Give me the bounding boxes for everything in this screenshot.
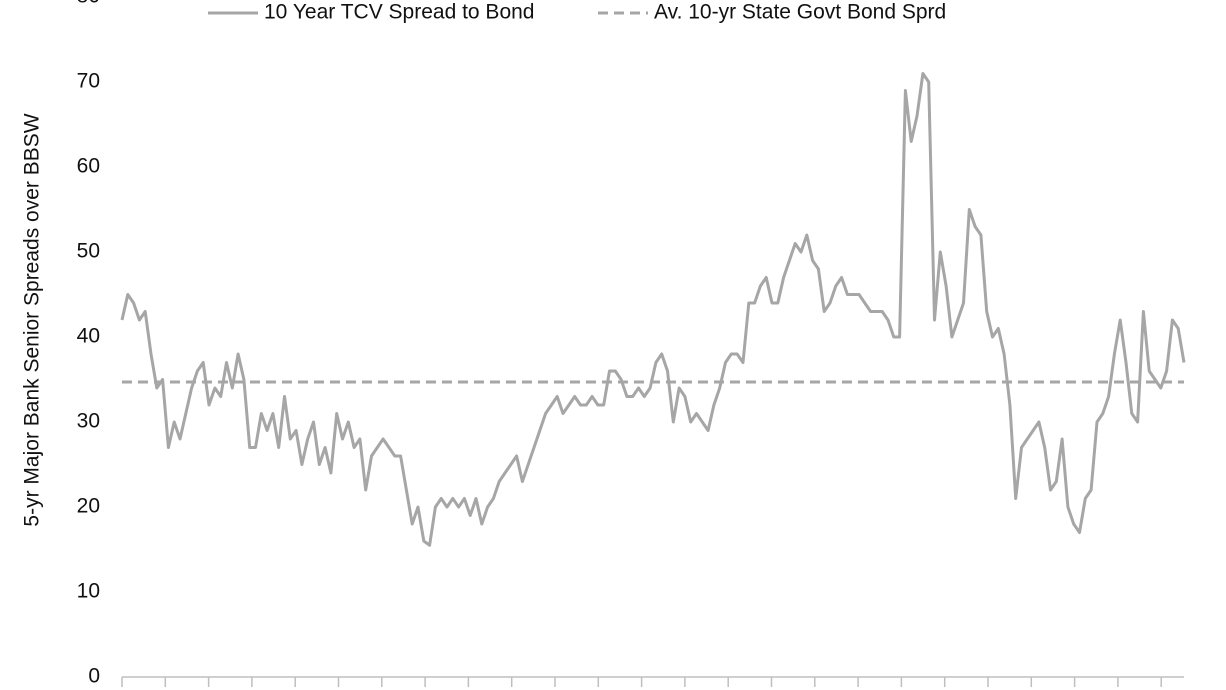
data-line [120, 72, 1186, 547]
legend-label: 10 Year TCV Spread to Bond [264, 1, 534, 24]
y-axis-title: 5-yr Major Bank Senior Spreads over BBSW [21, 113, 44, 526]
y-tick-label: 0 [88, 665, 100, 688]
y-tick-label: 50 [77, 240, 100, 263]
y-tick-label: 80 [77, 0, 100, 8]
y-tick-label: 20 [77, 495, 100, 518]
y-tick-label: 40 [77, 325, 100, 348]
y-tick-label: 70 [77, 70, 100, 93]
y-tick-label: 10 [77, 580, 100, 603]
y-tick-label: 60 [77, 155, 100, 178]
legend-label: Av. 10-yr State Govt Bond Sprd [654, 1, 946, 24]
y-tick-label: 30 [77, 410, 100, 433]
